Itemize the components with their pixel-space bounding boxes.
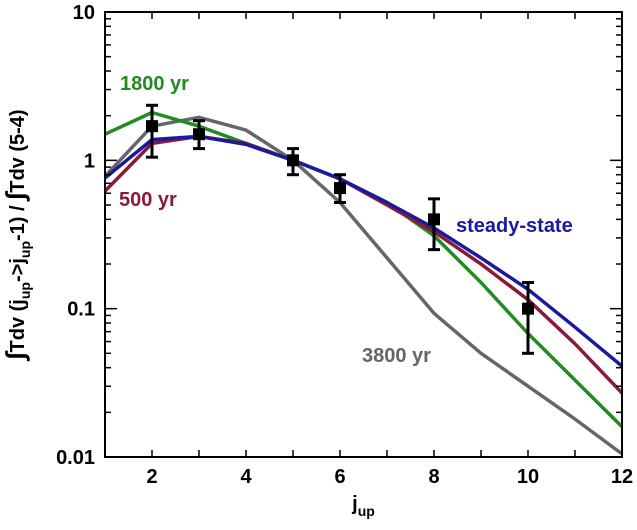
data-marker — [522, 302, 534, 315]
y-tick-label: 1 — [84, 150, 95, 172]
observation-point — [287, 147, 299, 177]
series-line-1800-yr — [105, 110, 622, 429]
y-axis-label-part: -1) / — [7, 200, 29, 241]
data-marker — [193, 128, 205, 141]
y-axis-label-part: ∫ — [0, 351, 30, 362]
data-marker — [146, 120, 158, 133]
annotation-layer: 1800 yr 500 yr steady-state 3800 yr — [119, 73, 573, 367]
y-axis-label-part: up — [17, 282, 33, 299]
x-tick-label: 2 — [146, 466, 157, 488]
tick-layer: 2 4 6 8 10 12 0.01 0.1 1 10 — [56, 2, 633, 488]
series-label-steady-state: steady-state — [456, 215, 573, 237]
series-label-500-yr: 500 yr — [119, 189, 177, 211]
series-layer — [105, 110, 622, 456]
y-axis-label-part: Tdv (j — [7, 299, 29, 352]
x-tick-label: 4 — [240, 466, 252, 488]
y-tick-label: 10 — [73, 2, 95, 24]
data-marker — [334, 182, 346, 195]
x-axis-label: jup — [351, 493, 375, 519]
x-tick-label: 6 — [334, 466, 345, 488]
series-label-3800-yr: 3800 yr — [362, 345, 431, 367]
observation-point — [334, 173, 346, 204]
observation-point — [193, 119, 205, 151]
x-tick-label: 10 — [517, 466, 539, 488]
y-tick-label: 0.1 — [67, 299, 95, 321]
x-axis-label-subscript: up — [358, 503, 375, 519]
series-line-steady-state — [105, 134, 622, 368]
observation-point — [146, 103, 158, 159]
y-axis-label-part: up — [17, 241, 33, 258]
x-tick-label: 12 — [611, 466, 633, 488]
observations-layer — [146, 103, 534, 355]
y-axis-label-part: ∫ — [0, 191, 30, 202]
x-tick-label: 8 — [428, 466, 439, 488]
data-marker — [428, 213, 440, 226]
y-tick-label: 0.01 — [56, 447, 95, 469]
x-axis-label-main: j — [351, 493, 358, 515]
series-label-1800-yr: 1800 yr — [120, 73, 189, 95]
series-line-3800-yr — [105, 115, 622, 456]
observation-point — [428, 197, 440, 252]
observation-point — [522, 281, 534, 355]
data-marker — [287, 154, 299, 167]
y-axis-label-part: ->j — [7, 258, 29, 282]
y-axis-label-part: Tdv (5-4) — [7, 109, 29, 192]
y-axis-label: ∫Tdv (jup->jup-1) / ∫Tdv (5-4) — [0, 109, 33, 361]
plot-frame — [104, 11, 623, 458]
